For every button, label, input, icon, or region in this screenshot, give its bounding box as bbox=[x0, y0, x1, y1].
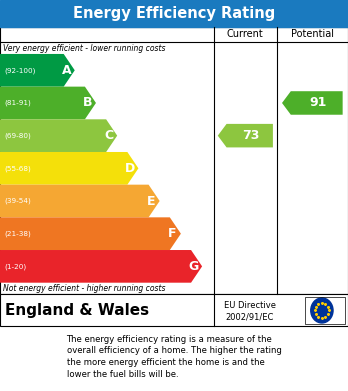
Text: Energy Efficiency Rating: Energy Efficiency Rating bbox=[73, 6, 275, 21]
Polygon shape bbox=[0, 250, 202, 283]
Text: (81-91): (81-91) bbox=[4, 100, 31, 106]
Bar bbox=[0, 294, 348, 326]
Text: EU Directive: EU Directive bbox=[224, 301, 276, 310]
Text: (55-68): (55-68) bbox=[4, 165, 31, 172]
Polygon shape bbox=[218, 124, 273, 147]
Circle shape bbox=[311, 298, 333, 323]
Polygon shape bbox=[0, 185, 160, 217]
Text: Current: Current bbox=[227, 29, 264, 39]
Text: A: A bbox=[62, 64, 71, 77]
Text: 73: 73 bbox=[242, 129, 259, 142]
Polygon shape bbox=[0, 87, 96, 119]
Text: (69-80): (69-80) bbox=[4, 133, 31, 139]
Text: D: D bbox=[125, 162, 135, 175]
Text: (21-38): (21-38) bbox=[4, 230, 31, 237]
Text: 91: 91 bbox=[309, 97, 326, 109]
Polygon shape bbox=[282, 91, 343, 115]
Text: Potential: Potential bbox=[291, 29, 334, 39]
Text: (39-54): (39-54) bbox=[4, 198, 31, 204]
Text: E: E bbox=[147, 194, 156, 208]
Text: (92-100): (92-100) bbox=[4, 67, 35, 74]
Text: B: B bbox=[83, 97, 93, 109]
Text: C: C bbox=[104, 129, 113, 142]
Bar bbox=[0, 27, 348, 294]
Text: The energy efficiency rating is a measure of the
overall efficiency of a home. T: The energy efficiency rating is a measur… bbox=[66, 335, 282, 379]
Text: Very energy efficient - lower running costs: Very energy efficient - lower running co… bbox=[3, 43, 165, 53]
Text: England & Wales: England & Wales bbox=[5, 303, 149, 318]
Bar bbox=[0, 0, 348, 27]
Text: G: G bbox=[189, 260, 199, 273]
Polygon shape bbox=[0, 217, 181, 250]
Text: Not energy efficient - higher running costs: Not energy efficient - higher running co… bbox=[3, 284, 165, 293]
Polygon shape bbox=[0, 152, 139, 185]
Text: 2002/91/EC: 2002/91/EC bbox=[226, 312, 274, 321]
Polygon shape bbox=[0, 119, 117, 152]
Polygon shape bbox=[0, 54, 75, 87]
Bar bbox=[304, 297, 345, 324]
Text: (1-20): (1-20) bbox=[4, 263, 26, 270]
Text: F: F bbox=[168, 227, 177, 240]
